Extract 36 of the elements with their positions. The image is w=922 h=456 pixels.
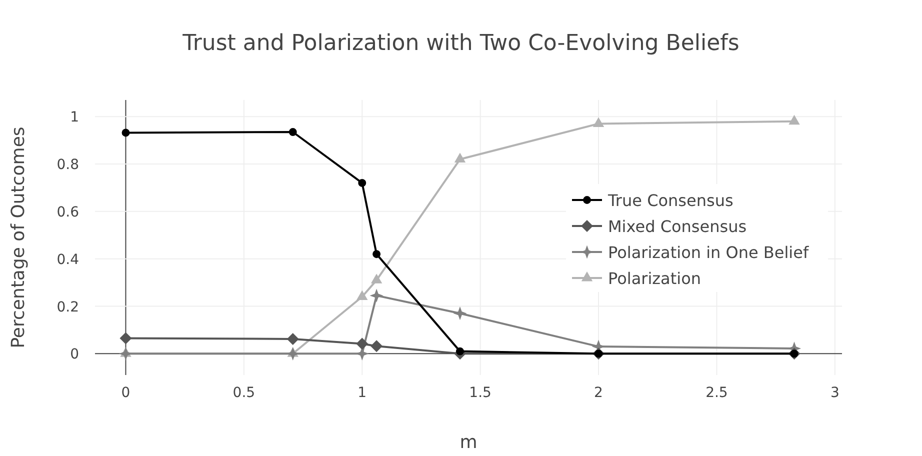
point bbox=[788, 114, 800, 125]
x-tick-label: 2 bbox=[594, 385, 603, 401]
point bbox=[370, 340, 383, 352]
point bbox=[122, 128, 130, 137]
x-tick-label: 0 bbox=[121, 385, 130, 401]
point bbox=[592, 117, 604, 127]
point bbox=[356, 290, 368, 300]
point bbox=[286, 332, 299, 345]
point bbox=[370, 288, 384, 302]
point bbox=[370, 274, 382, 284]
point bbox=[356, 338, 368, 350]
legend-label: True Consensus bbox=[607, 191, 734, 210]
point bbox=[120, 332, 132, 344]
x-tick-label: 1 bbox=[358, 385, 367, 401]
x-axis-title: m bbox=[460, 432, 478, 453]
y-tick-label: 1 bbox=[70, 110, 79, 126]
chart-title: Trust and Polarization with Two Co-Evolving Beliefs bbox=[182, 31, 740, 56]
point bbox=[288, 128, 297, 136]
legend-label: Mixed Consensus bbox=[608, 217, 747, 236]
x-tick-label: 1.5 bbox=[469, 385, 492, 401]
y-tick-label: 0.6 bbox=[56, 204, 80, 220]
y-tick-label: 0 bbox=[70, 346, 79, 363]
y-tick-label: 0.2 bbox=[56, 299, 79, 316]
x-tick-label: 3 bbox=[830, 385, 840, 401]
point bbox=[454, 152, 466, 163]
legend-label: Polarization in One Belief bbox=[608, 243, 809, 262]
legend-label: Polarization bbox=[608, 269, 701, 288]
point bbox=[358, 179, 366, 187]
y-tick-label: 0.8 bbox=[56, 157, 79, 174]
point bbox=[453, 306, 467, 320]
y-tick-label: 0.4 bbox=[56, 252, 80, 268]
x-tick-label: 2.5 bbox=[706, 385, 728, 401]
y-axis-title: Percentage of Outcomes bbox=[8, 126, 29, 348]
point bbox=[372, 250, 381, 258]
x-tick-label: 0.5 bbox=[232, 385, 256, 401]
point bbox=[456, 347, 464, 356]
